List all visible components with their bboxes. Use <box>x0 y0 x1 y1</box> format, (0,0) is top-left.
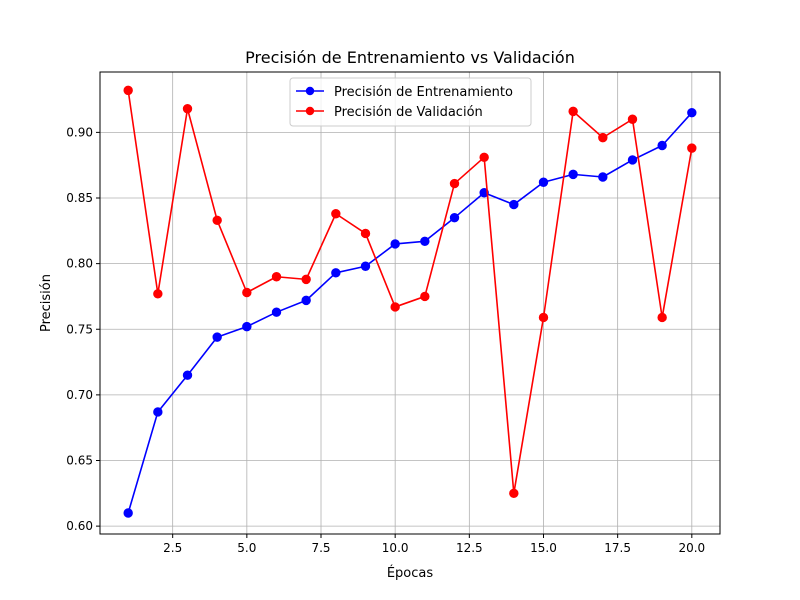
data-point-training <box>271 307 282 317</box>
y-tick-label: 0.65 <box>66 454 93 468</box>
data-point-training <box>153 407 163 417</box>
data-point-validation <box>657 312 667 323</box>
legend-marker-validation <box>305 106 315 116</box>
data-point-validation <box>568 106 578 117</box>
data-point-training <box>212 332 222 342</box>
y-tick-label: 0.85 <box>66 191 93 205</box>
data-point-validation <box>331 209 341 219</box>
data-point-validation <box>390 302 400 312</box>
data-point-training <box>687 107 697 118</box>
legend: Precisión de Entrenamiento Precisión de … <box>289 77 532 127</box>
data-point-training <box>123 508 133 518</box>
y-tick-label: 0.60 <box>66 519 93 533</box>
data-point-training <box>598 172 608 182</box>
data-point-training <box>331 268 341 278</box>
data-point-training <box>360 261 371 271</box>
data-point-validation <box>598 132 608 143</box>
series-group <box>123 85 697 518</box>
data-point-training <box>538 177 549 187</box>
data-point-training <box>568 169 578 180</box>
data-point-training <box>449 212 460 223</box>
x-axis-label: Épocas <box>387 565 434 581</box>
data-point-validation <box>449 178 460 189</box>
data-point-training <box>301 295 311 306</box>
data-point-validation <box>212 215 222 226</box>
data-point-training <box>509 199 519 210</box>
y-tick-label: 0.80 <box>66 257 93 271</box>
data-point-training <box>390 239 400 249</box>
x-tick-label: 15.0 <box>530 541 557 555</box>
series-line-training <box>127 112 693 514</box>
legend-marker-training <box>305 86 315 96</box>
data-point-validation <box>420 291 430 302</box>
data-point-validation <box>182 104 193 114</box>
data-point-validation <box>271 272 282 282</box>
x-tick-label: 2.5 <box>163 541 182 555</box>
data-point-training <box>657 140 667 151</box>
y-tick-label: 0.75 <box>66 322 93 336</box>
data-point-training <box>479 188 489 198</box>
x-tick-label: 12.5 <box>456 541 483 555</box>
data-point-validation <box>479 152 489 163</box>
data-point-validation <box>123 85 133 96</box>
legend-entry-validation: Precisión de Validación <box>334 105 483 120</box>
legend-entry-training: Precisión de Entrenamiento <box>334 85 513 100</box>
x-tick-label: 7.5 <box>311 541 330 555</box>
y-tick-label: 0.90 <box>66 125 93 139</box>
plot-frame <box>99 71 721 535</box>
data-point-validation <box>360 228 371 239</box>
x-tick-label: 20.0 <box>678 541 705 555</box>
data-point-validation <box>538 312 549 323</box>
data-point-validation <box>242 287 252 298</box>
legend-box <box>289 77 532 127</box>
data-point-training <box>182 370 193 380</box>
data-point-validation <box>301 274 311 285</box>
data-point-validation <box>687 143 697 153</box>
data-point-training <box>242 321 252 332</box>
chart-title: Precisión de Entrenamiento vs Validación <box>245 48 575 67</box>
y-tick-label: 0.70 <box>66 388 93 402</box>
axis-ticks: 2.5 5.0 7.5 10.0 12.5 15.0 17.5 20.0 0.60 0.65 0.7… <box>66 125 705 555</box>
series-line-validation <box>127 90 693 495</box>
x-tick-label: 5.0 <box>237 541 256 555</box>
data-point-training <box>420 236 430 247</box>
y-axis-label: Precisión <box>39 274 54 332</box>
data-point-validation <box>627 114 638 124</box>
x-tick-label: 10.0 <box>382 541 409 555</box>
data-point-training <box>627 155 638 165</box>
data-point-validation <box>509 488 519 499</box>
data-point-validation <box>153 289 163 299</box>
x-tick-label: 17.5 <box>604 541 631 555</box>
